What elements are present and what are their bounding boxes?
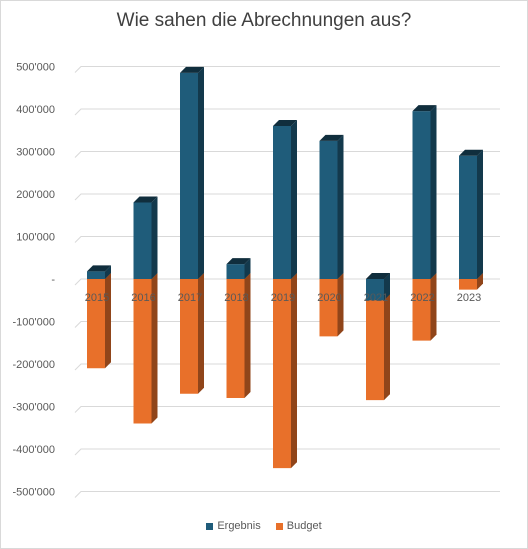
bar-budget-2020 <box>319 273 344 337</box>
bar-side <box>291 120 297 279</box>
gridline <box>74 66 500 73</box>
gridline <box>74 321 500 328</box>
x-tick-label: 2023 <box>457 292 481 304</box>
bar-side <box>151 196 158 279</box>
gridline <box>74 108 500 116</box>
bar-side <box>198 273 204 394</box>
bar-front <box>366 279 384 401</box>
y-tick-label: 400'000 <box>16 104 55 116</box>
bar-top <box>180 66 204 73</box>
bar-side <box>291 273 297 469</box>
bar-top <box>273 120 297 126</box>
legend-swatch-budget <box>275 522 283 530</box>
bar-front <box>226 264 245 279</box>
bar-side <box>244 258 251 279</box>
bar-ergebnis-2021 <box>366 273 390 301</box>
bar-budget-2015 <box>87 273 111 369</box>
bar-front <box>273 126 291 279</box>
bar-front <box>180 279 198 394</box>
bar-ergebnis-2018 <box>226 258 251 279</box>
bar-front <box>133 202 152 279</box>
legend-label-ergebnis: Ergebnis <box>217 520 261 532</box>
bar-ergebnis-2019 <box>273 120 297 279</box>
legend-swatch-ergebnis <box>206 522 214 530</box>
gridline <box>74 236 500 243</box>
gridline <box>74 151 500 158</box>
x-tick-label: 2021 <box>364 292 388 304</box>
gridline <box>74 448 500 456</box>
bar-front <box>273 279 291 469</box>
bar-side <box>337 273 344 337</box>
bar-side <box>477 273 483 290</box>
y-tick-label: -500'000 <box>13 487 55 499</box>
y-tick-label: - <box>51 274 55 286</box>
bar-front <box>319 279 338 337</box>
bar-front <box>366 279 384 301</box>
bar-top <box>133 196 158 203</box>
bar-side <box>105 265 111 279</box>
gridline <box>74 278 500 286</box>
gridline <box>74 406 500 413</box>
bar-side <box>151 273 158 424</box>
bar-side <box>430 105 437 279</box>
x-tick-label: 2022 <box>410 292 434 304</box>
bar-side <box>384 273 390 301</box>
bar-ergebnis-2022 <box>412 105 437 279</box>
gridline <box>74 193 500 201</box>
gridline <box>74 491 500 498</box>
bar-budget-2022 <box>412 273 437 341</box>
bar-ergebnis-2016 <box>133 196 158 279</box>
bar-top <box>366 273 390 279</box>
bar-side <box>105 273 111 369</box>
bar-side <box>384 273 390 401</box>
bar-side <box>244 273 251 398</box>
x-tick-label: 2020 <box>317 292 341 304</box>
bar-ergebnis-2017 <box>180 66 204 279</box>
bar-side <box>198 66 204 279</box>
bar-top <box>226 258 251 265</box>
legend-label-budget: Budget <box>286 520 322 532</box>
bar-front <box>87 271 105 279</box>
y-tick-label: 100'000 <box>16 232 55 244</box>
bar-front <box>412 279 431 341</box>
y-tick-label: 500'000 <box>16 62 55 74</box>
y-tick-label: -200'000 <box>13 359 55 371</box>
bar-front <box>459 155 477 279</box>
bar-side <box>430 273 437 341</box>
bar-top <box>459 149 483 156</box>
bar-ergebnis-2023 <box>459 149 483 279</box>
bar-front <box>180 72 198 279</box>
bar-front <box>319 140 338 279</box>
bar-budget-2018 <box>226 273 251 398</box>
bar-front <box>412 111 431 279</box>
bar-ergebnis-2020 <box>319 134 344 279</box>
bar-front <box>133 279 152 424</box>
bar-ergebnis-2015 <box>87 265 111 279</box>
bar-side <box>337 134 344 279</box>
y-tick-label: -400'000 <box>13 444 55 456</box>
bar-front <box>226 279 245 398</box>
bar-budget-2017 <box>180 273 204 394</box>
y-tick-label: 200'000 <box>16 189 55 201</box>
chart-title: Wie sahen die Abrechnungen aus? <box>116 10 412 31</box>
bar-side <box>477 149 483 279</box>
gridline <box>74 363 500 371</box>
bar-front <box>459 279 477 290</box>
x-tick-label: 2018 <box>224 292 248 304</box>
bar-top <box>319 134 344 141</box>
y-tick-label: -300'000 <box>13 402 55 414</box>
bar-top <box>412 105 437 112</box>
y-tick-label: 300'000 <box>16 147 55 159</box>
legend-item-budget: Budget <box>275 520 322 532</box>
x-tick-label: 2017 <box>178 292 202 304</box>
x-tick-label: 2016 <box>131 292 155 304</box>
chart-legend: Ergebnis Budget <box>0 520 528 533</box>
x-tick-label: 2019 <box>271 292 295 304</box>
bar-front <box>87 279 105 369</box>
bar-top <box>87 265 111 272</box>
y-tick-label: -100'000 <box>13 317 55 329</box>
legend-item-ergebnis: Ergebnis <box>206 520 261 532</box>
x-tick-label: 2015 <box>85 292 109 304</box>
